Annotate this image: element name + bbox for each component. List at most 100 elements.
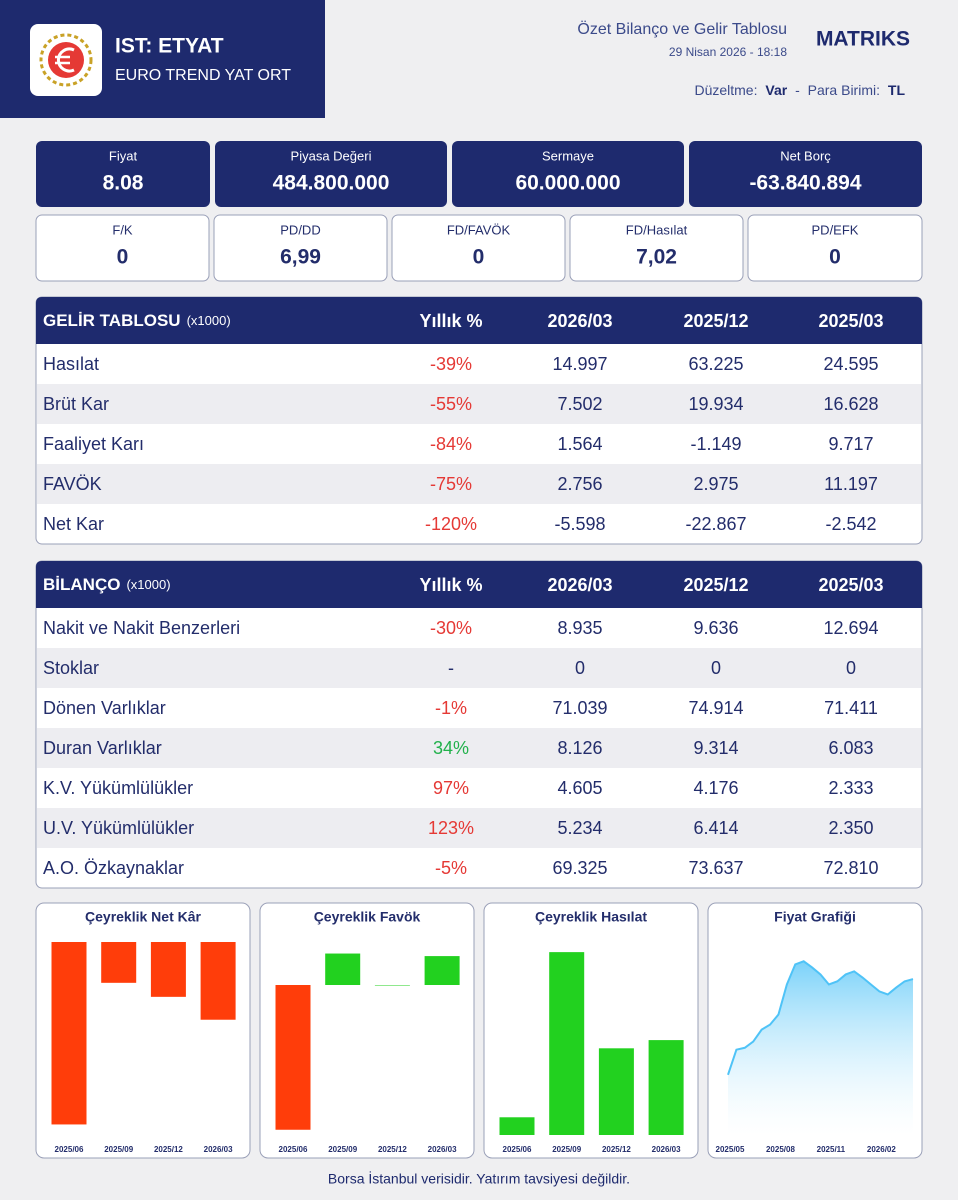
- x-tick-label: 2026/03: [652, 1145, 681, 1154]
- ratio-value: 7,02: [636, 246, 677, 269]
- yearly-change: -75%: [430, 474, 472, 494]
- ticker: IST: ETYAT: [115, 35, 224, 58]
- cell-value: 71.039: [552, 698, 607, 718]
- logo-coin: [48, 42, 84, 78]
- cell-value: 8.126: [557, 738, 602, 758]
- cell-value: 9.314: [693, 738, 738, 758]
- row-label: Nakit ve Nakit Benzerleri: [43, 618, 240, 638]
- table-unit: (x1000): [126, 577, 170, 592]
- cell-value: 8.935: [557, 618, 602, 638]
- row-label: K.V. Yükümlülükler: [43, 778, 193, 798]
- adjustment-label: Düzeltme:: [694, 82, 757, 98]
- metric-box: [452, 141, 684, 207]
- metric-label: Net Borç: [780, 148, 831, 163]
- row-label: Net Kar: [43, 514, 104, 534]
- x-tick-label: 2025/06: [55, 1145, 84, 1154]
- bar: [150, 942, 186, 997]
- ratio-label: PD/EFK: [812, 222, 859, 237]
- column-header: Yıllık %: [419, 575, 482, 595]
- yearly-change: -30%: [430, 618, 472, 638]
- currency: TL: [888, 82, 906, 98]
- x-tick-label: 2025/05: [716, 1145, 745, 1154]
- chart-title: Çeyreklik Favök: [314, 909, 421, 925]
- row-label: Stoklar: [43, 658, 99, 678]
- bar: [499, 1117, 535, 1135]
- yearly-change: -120%: [425, 514, 477, 534]
- separator: -: [795, 82, 800, 98]
- chart-title: Fiyat Grafiği: [774, 909, 856, 925]
- row-stripe: [37, 808, 921, 848]
- logo-euro: [56, 47, 75, 73]
- metric-box: [689, 141, 922, 207]
- ratio-value: 0: [473, 246, 485, 269]
- cell-value: 2.756: [557, 474, 602, 494]
- report-date: 29 Nisan 2026 - 18:18: [669, 45, 787, 59]
- bar: [374, 985, 410, 986]
- cell-value: 74.914: [688, 698, 743, 718]
- company-name: EURO TREND YAT ORT: [115, 67, 291, 84]
- metric-value: 8.08: [103, 172, 144, 195]
- ratio-box: [213, 214, 388, 282]
- ratio-label: FD/Hasılat: [626, 222, 688, 237]
- metric-value: -63.840.894: [749, 172, 861, 195]
- currency-label: Para Birimi:: [808, 82, 880, 98]
- ratio-box: [391, 214, 566, 282]
- cell-value: -5.598: [554, 514, 605, 534]
- cell-value: 11.197: [824, 474, 878, 494]
- settings-line: Düzeltme: Var - Para Birimi: TL: [694, 82, 905, 98]
- metric-box: [36, 141, 210, 207]
- row-stripe: [37, 464, 921, 504]
- chart-title: Çeyreklik Net Kâr: [85, 909, 202, 925]
- logo-laurel: [39, 33, 93, 87]
- cell-value: -1.149: [690, 434, 741, 454]
- cell-value: 2.350: [828, 818, 873, 838]
- ratio-value: 0: [829, 246, 841, 269]
- table-title: BİLANÇO (x1000): [43, 575, 171, 594]
- cell-value: -2.542: [825, 514, 876, 534]
- metric-value: 484.800.000: [273, 172, 390, 195]
- row-label: U.V. Yükümlülükler: [43, 818, 194, 838]
- yearly-change: -55%: [430, 394, 472, 414]
- ratio-label: PD/DD: [280, 222, 320, 237]
- chart-panel: [35, 902, 251, 1159]
- cell-value: 2.333: [828, 778, 873, 798]
- yearly-change: -84%: [430, 434, 472, 454]
- cell-value: 6.414: [693, 818, 738, 838]
- x-tick-label: 2025/08: [766, 1145, 795, 1154]
- bar: [101, 942, 137, 983]
- cell-value: 7.502: [557, 394, 602, 414]
- x-tick-label: 2025/09: [552, 1145, 581, 1154]
- row-label: Duran Varlıklar: [43, 738, 162, 758]
- x-tick-label: 2025/12: [378, 1145, 407, 1154]
- bar: [549, 952, 585, 1135]
- cell-value: 24.595: [823, 354, 878, 374]
- report-title: Özet Bilanço ve Gelir Tablosu: [577, 20, 787, 38]
- table-title-text: GELİR TABLOSU: [43, 311, 181, 330]
- column-header: 2025/12: [683, 575, 748, 595]
- cell-value: 12.694: [823, 618, 878, 638]
- ratio-box: [747, 214, 923, 282]
- row-label: Hasılat: [43, 354, 99, 374]
- x-tick-label: 2026/03: [428, 1145, 457, 1154]
- price-line: [727, 960, 914, 1076]
- cell-value: 5.234: [557, 818, 602, 838]
- x-tick-label: 2025/11: [817, 1145, 846, 1154]
- ratio-value: 6,99: [280, 246, 321, 269]
- cell-value: 2.975: [693, 474, 738, 494]
- row-stripe: [37, 648, 921, 688]
- column-header: 2025/03: [818, 575, 883, 595]
- bar: [51, 942, 87, 1125]
- metric-label: Sermaye: [542, 148, 594, 163]
- cell-value: 69.325: [552, 858, 607, 878]
- yearly-change: 123%: [428, 818, 474, 838]
- adjustment: Var: [765, 82, 787, 98]
- bar: [275, 985, 311, 1130]
- row-label: Faaliyet Karı: [43, 434, 144, 454]
- footer: Borsa İstanbul verisidir. Yatırım tavsiy…: [328, 1170, 630, 1187]
- row-stripe: [37, 384, 921, 424]
- table-header: [36, 561, 922, 608]
- table-title-text: BİLANÇO: [43, 575, 120, 594]
- yearly-change: 34%: [433, 738, 469, 758]
- x-tick-label: 2026/03: [204, 1145, 233, 1154]
